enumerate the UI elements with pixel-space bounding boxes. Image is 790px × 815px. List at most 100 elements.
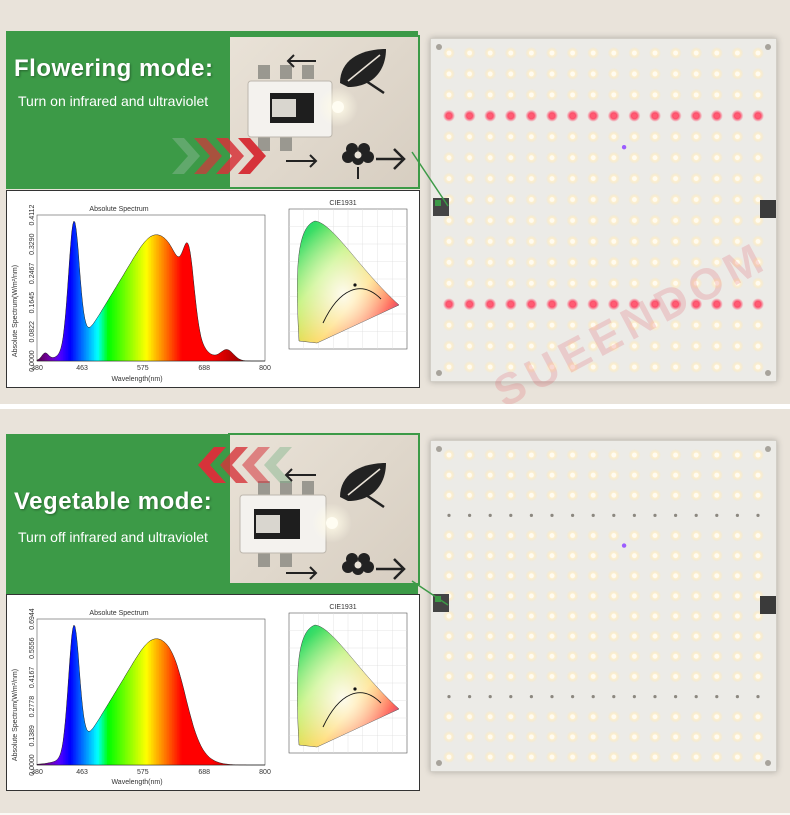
chevron-icon — [264, 447, 292, 483]
flowering-spectrum-panel: Absolute Spectrum Wavelength(nm) Absolut… — [6, 190, 420, 388]
flowering-mode-title: Flowering mode: — [14, 55, 214, 82]
x-tick-label: 463 — [76, 365, 88, 372]
y-tick-label: 0.5556 — [29, 637, 36, 659]
led-off — [715, 695, 719, 699]
toggle-switch — [239, 494, 327, 554]
power-connector — [760, 200, 776, 218]
led-board-flowering — [430, 38, 777, 382]
chromaticity-point — [353, 283, 357, 287]
led-off — [715, 513, 719, 517]
mount-hole — [765, 446, 771, 452]
led-board-vegetable — [430, 440, 777, 772]
led-off — [468, 695, 472, 699]
led-off — [550, 695, 554, 699]
power-connector — [760, 596, 776, 614]
chevrons-left — [196, 445, 292, 485]
led-off — [735, 513, 739, 517]
spectrum-curve — [36, 220, 265, 362]
led-off — [591, 695, 595, 699]
vegetable-section: Vegetable mode: Turn off infrared and ul… — [0, 409, 790, 813]
vegetable-mode-title: Vegetable mode: — [14, 488, 213, 515]
led-off — [756, 513, 760, 517]
chromaticity-point — [353, 687, 357, 691]
absolute-spectrum-chart: Absolute Spectrum Wavelength(nm) Absolut… — [12, 608, 271, 786]
section-divider — [0, 404, 790, 409]
x-tick-label: 800 — [259, 365, 271, 372]
chevron-icon — [198, 447, 226, 483]
spectrum-curve — [36, 624, 265, 766]
led-off — [509, 513, 513, 517]
spectrum-title: Absolute Spectrum — [89, 610, 148, 617]
flowering-section: Flowering mode: Turn on infrared and ult… — [0, 0, 790, 404]
chevron-icon — [172, 138, 200, 174]
led-off — [468, 513, 472, 517]
led-off — [694, 695, 698, 699]
y-tick-label: 0.6944 — [29, 608, 36, 630]
y-tick-label: 0.2467 — [29, 263, 36, 285]
connector-line — [411, 151, 449, 207]
vegetable-spectrum-panel: Absolute Spectrum Wavelength(nm) Absolut… — [6, 594, 420, 791]
arrow-left-icon — [284, 468, 316, 482]
y-tick-label: 0.0000 — [29, 350, 36, 372]
planckian-locus — [322, 288, 382, 324]
cie-chart: CIE1931 — [288, 604, 408, 754]
y-tick-label: 0.3290 — [29, 233, 36, 255]
led-grid — [431, 39, 776, 381]
x-tick-label: 463 — [76, 769, 88, 776]
led-off — [612, 695, 616, 699]
mount-hole — [765, 370, 771, 376]
led-off — [735, 695, 739, 699]
spectrum-ylabel: Absolute Spectrum(W/m²/nm) — [12, 265, 19, 357]
led-off — [591, 513, 595, 517]
spectrum-xlabel: Wavelength(nm) — [111, 376, 162, 383]
led-off — [694, 513, 698, 517]
cie-title: CIE1931 — [329, 604, 356, 611]
led-off — [529, 695, 533, 699]
arrow-right-icon — [286, 154, 318, 168]
chevron-icon — [194, 138, 222, 174]
spectrum-ylabel: Absolute Spectrum(W/m²/nm) — [12, 669, 19, 761]
switch-photo-flowering — [228, 35, 420, 189]
y-tick-label: 0.1645 — [29, 292, 36, 314]
vegetable-mode-subtitle: Turn off infrared and ultraviolet — [18, 529, 208, 545]
switch-photo-vegetable — [228, 433, 420, 585]
led-off — [447, 695, 451, 699]
chevron-icon — [242, 447, 270, 483]
led-uv — [621, 145, 627, 150]
spectrum-xlabel: Wavelength(nm) — [111, 779, 162, 786]
y-tick-label: 0.2778 — [29, 696, 36, 718]
x-tick-label: 575 — [137, 365, 149, 372]
led-off — [612, 513, 616, 517]
y-tick-label: 0.4112 — [29, 204, 36, 225]
led-off — [674, 513, 678, 517]
leaf-icon — [340, 49, 386, 95]
arrow-right-icon — [286, 566, 318, 580]
x-tick-label: 688 — [198, 769, 210, 776]
mount-hole — [765, 760, 771, 766]
mount-hole — [765, 44, 771, 50]
led-off — [529, 513, 533, 517]
absolute-spectrum-chart: Absolute Spectrum Wavelength(nm) Absolut… — [12, 204, 271, 383]
led-off — [571, 695, 575, 699]
chevron-icon — [216, 138, 244, 174]
planckian-locus — [322, 692, 382, 728]
led-off — [632, 695, 636, 699]
chevron-icon — [238, 138, 266, 174]
chevrons-right — [172, 136, 268, 176]
led-off — [488, 513, 492, 517]
spectrum-title: Absolute Spectrum — [89, 206, 148, 213]
led-off — [488, 695, 492, 699]
flower-icon — [342, 553, 406, 580]
terminal-block — [258, 481, 314, 567]
x-tick-label: 688 — [198, 365, 210, 372]
led-off — [674, 695, 678, 699]
chevron-icon — [220, 447, 248, 483]
led-grid — [431, 441, 776, 771]
flower-icon — [342, 143, 406, 179]
led-off — [509, 695, 513, 699]
flowering-mode-subtitle: Turn on infrared and ultraviolet — [18, 93, 209, 109]
mount-hole — [436, 44, 442, 50]
led-off — [632, 513, 636, 517]
connector-line — [411, 580, 449, 606]
